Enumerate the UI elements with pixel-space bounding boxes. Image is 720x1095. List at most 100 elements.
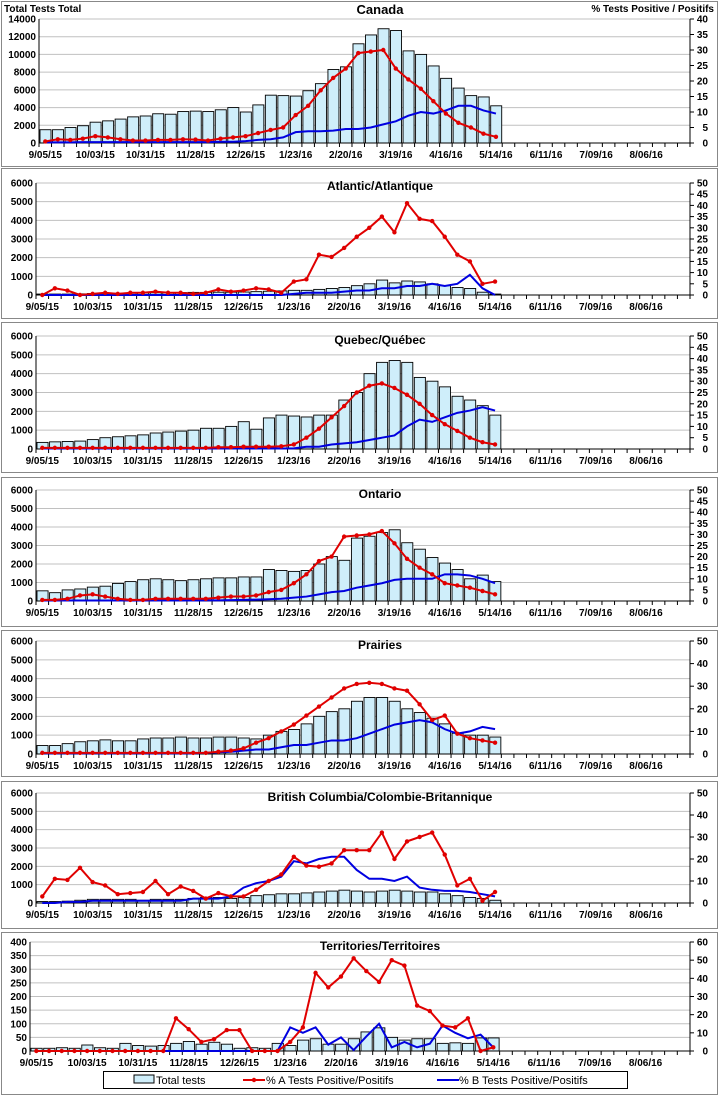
point-pct-a — [364, 968, 369, 974]
point-pct-a — [467, 259, 473, 264]
point-pct-a — [128, 750, 133, 756]
bar-total-tests — [350, 890, 363, 904]
x-tick-label: 7/09/16 — [579, 910, 613, 921]
point-pct-a — [468, 125, 474, 130]
point-pct-a — [52, 597, 58, 603]
y-tick-label: 5000 — [11, 197, 34, 208]
point-pct-a — [65, 288, 70, 293]
point-pct-a — [140, 750, 146, 756]
point-pct-a — [52, 750, 58, 756]
x-tick-label: 2/20/16 — [327, 456, 361, 467]
bar-total-tests — [313, 715, 326, 755]
left-axis-title: Total Tests Total — [4, 4, 81, 15]
point-pct-a — [442, 421, 447, 427]
y-tick-label: 4000 — [11, 369, 34, 380]
point-pct-a — [354, 390, 359, 395]
y-tick-label: 0 — [27, 899, 33, 910]
y2-tick-label: 50 — [697, 179, 709, 190]
y-tick-label: 2000 — [11, 560, 34, 571]
bar-total-tests — [363, 697, 376, 755]
point-pct-a — [128, 597, 133, 603]
y2-tick-label: 10 — [697, 422, 709, 433]
point-pct-a — [291, 722, 297, 727]
point-pct-a — [279, 729, 284, 734]
point-pct-a — [115, 596, 120, 601]
y2-tick-label: 20 — [697, 77, 709, 88]
x-tick-label: 2/20/16 — [327, 608, 361, 619]
y2-tick-label: 20 — [697, 1010, 709, 1021]
point-pct-a — [143, 138, 148, 143]
point-pct-a — [481, 131, 486, 136]
y2-tick-label: 0 — [702, 597, 708, 608]
point-pct-a — [253, 286, 259, 291]
x-tick-label: 11/28/15 — [174, 608, 213, 619]
bar-total-tests — [99, 585, 112, 602]
y2-tick-label: 35 — [697, 30, 709, 41]
point-pct-a — [429, 412, 435, 418]
point-pct-a — [102, 594, 108, 599]
bar-total-tests — [338, 889, 351, 904]
bar-total-tests — [275, 414, 288, 450]
point-pct-a — [379, 381, 385, 386]
y-tick-label: 400 — [10, 938, 27, 949]
y2-tick-label: 25 — [697, 61, 709, 72]
point-pct-a — [316, 704, 322, 709]
y-tick-label: 2000 — [11, 862, 34, 873]
point-pct-a — [52, 445, 58, 451]
point-pct-a — [376, 979, 382, 985]
point-pct-a — [480, 738, 485, 743]
point-pct-a — [43, 139, 48, 144]
point-pct-a — [305, 103, 311, 109]
point-pct-a — [291, 442, 297, 447]
y-tick-label: 5000 — [11, 807, 34, 818]
panel-border — [1, 781, 718, 929]
y2-tick-label: 15 — [697, 563, 709, 574]
y2-tick-label: 5 — [702, 123, 708, 134]
x-tick-label: 5/14/16 — [477, 1058, 511, 1069]
point-pct-a — [178, 750, 183, 756]
point-pct-a — [442, 581, 447, 586]
bar-total-tests — [390, 30, 403, 144]
y-tick-label: 1000 — [11, 426, 34, 437]
x-tick-label: 9/05/15 — [26, 302, 60, 313]
point-pct-a — [84, 1048, 90, 1054]
point-pct-a — [110, 1048, 115, 1054]
bar-total-tests — [451, 732, 464, 755]
bar-total-tests — [313, 891, 326, 904]
x-tick-label: 2/20/16 — [327, 910, 361, 921]
x-tick-label: 11/28/15 — [174, 761, 213, 772]
x-tick-label: 2/20/16 — [327, 302, 361, 313]
point-pct-a — [153, 596, 158, 601]
point-pct-a — [228, 748, 234, 753]
point-pct-a — [253, 740, 259, 745]
bar-total-tests — [170, 1042, 183, 1052]
point-pct-a — [243, 133, 248, 139]
point-pct-a — [253, 593, 259, 598]
point-pct-a — [379, 830, 385, 835]
y2-tick-label: 40 — [697, 354, 709, 365]
y-tick-label: 2000 — [11, 407, 34, 418]
x-tick-label: 10/31/15 — [123, 761, 162, 772]
bar-total-tests — [325, 711, 338, 755]
point-pct-a — [266, 444, 271, 449]
panel-5: 0 1000 2000 3000 4000 5000 6000 0 10 20 30 40 50 9/05… — [1, 781, 718, 929]
point-pct-a — [178, 884, 183, 889]
y2-tick-label: 20 — [697, 246, 709, 257]
y-tick-label: 0 — [30, 139, 36, 150]
point-pct-a — [77, 445, 83, 451]
point-pct-a — [418, 86, 424, 91]
point-pct-a — [316, 426, 322, 431]
bar-total-tests — [413, 891, 426, 904]
point-pct-a — [354, 533, 359, 538]
point-pct-a — [379, 681, 385, 687]
point-pct-a — [216, 444, 221, 450]
bar-total-tests — [350, 700, 363, 755]
point-pct-a — [492, 279, 498, 284]
point-pct-a — [216, 595, 221, 600]
bar-total-tests — [325, 556, 338, 602]
point-pct-a — [128, 890, 133, 896]
bar-total-tests — [300, 416, 313, 450]
point-pct-a — [266, 735, 271, 741]
y-tick-label: 14000 — [8, 15, 36, 26]
point-pct-a — [153, 289, 158, 294]
